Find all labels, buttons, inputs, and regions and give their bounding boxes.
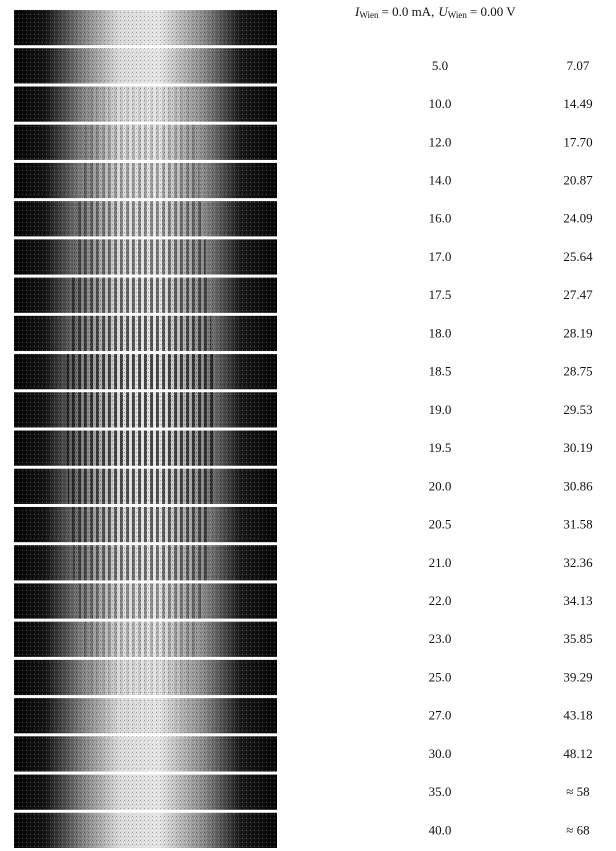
strip-grain xyxy=(14,468,277,504)
strip xyxy=(14,698,277,734)
current-cell: 10.0 xyxy=(429,96,452,111)
current-cell: 25.0 xyxy=(429,669,452,684)
voltage-cell: 39.29 xyxy=(563,669,592,684)
strip xyxy=(14,354,277,390)
voltage-cell: 43.18 xyxy=(563,708,592,723)
strip xyxy=(14,545,277,581)
strip-grain xyxy=(14,583,277,619)
strip xyxy=(14,201,277,237)
strip xyxy=(14,392,277,428)
voltage-cell: 24.09 xyxy=(563,211,592,226)
voltage-cell: 14.49 xyxy=(563,96,592,111)
current-cell: 14.0 xyxy=(429,173,452,188)
interference-strips xyxy=(14,10,277,848)
current-subscript: Wien xyxy=(359,10,379,20)
voltage-subscript: Wien xyxy=(448,10,468,20)
strip xyxy=(14,48,277,84)
current-cell: 35.0 xyxy=(429,784,452,799)
current-cell: 12.0 xyxy=(429,134,452,149)
strip-grain xyxy=(14,506,277,543)
current-cell: 16.0 xyxy=(429,211,452,226)
current-cell: 18.0 xyxy=(429,325,452,340)
voltage-value: = 0.00 V xyxy=(470,4,516,19)
strip xyxy=(14,736,277,772)
strip-grain xyxy=(14,239,277,275)
strip-grain xyxy=(14,621,277,657)
voltage-cell: 28.19 xyxy=(563,325,592,340)
current-cell: 23.0 xyxy=(429,631,452,646)
current-cell: 30.0 xyxy=(429,746,452,761)
strip-grain xyxy=(14,315,277,352)
voltage-cell: 32.36 xyxy=(563,555,593,570)
voltage-cell: 29.53 xyxy=(563,402,592,417)
voltage-cell: 7.07 xyxy=(567,58,590,73)
voltage-cell: 30.19 xyxy=(563,440,592,455)
current-cell: 27.0 xyxy=(429,708,452,723)
current-value: = 0.0 mA, xyxy=(381,4,434,19)
strip-grain xyxy=(14,392,277,428)
strip-grain xyxy=(14,774,277,810)
voltage-cell: 27.47 xyxy=(563,287,593,302)
current-cell: 20.5 xyxy=(429,517,452,532)
strip-grain xyxy=(14,48,277,84)
strip-grain xyxy=(14,201,277,237)
voltage-symbol: U xyxy=(438,4,449,19)
voltage-cell: 34.13 xyxy=(563,593,592,608)
voltage-cell: ≈ 68 xyxy=(566,822,589,837)
strip-grain xyxy=(14,10,277,46)
strip-grain xyxy=(14,277,277,313)
strip xyxy=(14,239,277,275)
voltage-cell: 30.86 xyxy=(563,478,593,493)
strip-grain xyxy=(14,86,277,122)
voltage-cell: 31.58 xyxy=(563,517,592,532)
table-rows: 5.0 7.07 10.0 14.49 12.0 17.70 14.0 20.87 16.0 24… xyxy=(429,58,594,838)
strip xyxy=(14,468,277,504)
strip-grain xyxy=(14,545,277,581)
current-cell: 5.0 xyxy=(432,58,448,73)
strip xyxy=(14,812,277,848)
voltage-cell: 35.85 xyxy=(563,631,592,646)
strip xyxy=(14,583,277,619)
strip xyxy=(14,659,277,696)
strip xyxy=(14,86,277,122)
strip xyxy=(14,124,277,160)
current-cell: 19.0 xyxy=(429,402,452,417)
current-cell: 40.0 xyxy=(429,822,452,837)
current-cell: 20.0 xyxy=(429,478,452,493)
voltage-cell: 28.75 xyxy=(563,364,592,379)
current-cell: 19.5 xyxy=(429,440,452,455)
strip-grain xyxy=(14,430,277,466)
strip xyxy=(14,506,277,543)
strip-grain xyxy=(14,354,277,390)
strip-grain xyxy=(14,698,277,734)
voltage-cell: ≈ 58 xyxy=(566,784,589,799)
strip-grain xyxy=(14,812,277,848)
voltage-cell: 48.12 xyxy=(563,746,592,761)
strip xyxy=(14,621,277,657)
voltage-cell: 20.87 xyxy=(563,173,593,188)
strip-grain xyxy=(14,659,277,696)
current-cell: 22.0 xyxy=(429,593,452,608)
current-symbol: I xyxy=(354,4,360,19)
table-header: IWien = 0.0 mA, UWien = 0.00 V xyxy=(354,4,516,20)
current-cell: 21.0 xyxy=(429,555,452,570)
strip-grain xyxy=(14,124,277,160)
strip xyxy=(14,315,277,352)
strip xyxy=(14,430,277,466)
voltage-cell: 25.64 xyxy=(563,249,593,264)
strip xyxy=(14,162,277,199)
voltage-cell: 17.70 xyxy=(563,134,592,149)
strip-grain xyxy=(14,736,277,772)
strip-grain xyxy=(14,162,277,199)
strip xyxy=(14,774,277,810)
current-cell: 17.0 xyxy=(429,249,452,264)
current-cell: 17.5 xyxy=(429,287,452,302)
strip xyxy=(14,277,277,313)
current-cell: 18.5 xyxy=(429,364,452,379)
strip xyxy=(14,10,277,46)
